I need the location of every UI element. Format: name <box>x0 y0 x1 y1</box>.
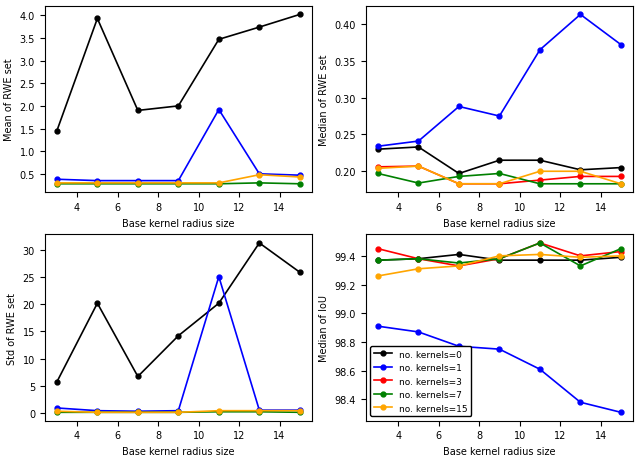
Line: no. kernels=1: no. kernels=1 <box>376 324 623 415</box>
Line: no. kernels=3: no. kernels=3 <box>376 241 623 269</box>
X-axis label: Base kernel radius size: Base kernel radius size <box>443 446 556 456</box>
X-axis label: Base kernel radius size: Base kernel radius size <box>122 218 235 228</box>
no. kernels=7 <box>374 258 382 263</box>
no. kernels=0 <box>577 258 584 263</box>
no. kernels=3 <box>374 246 382 252</box>
no. kernels=15 <box>577 255 584 261</box>
no. kernels=7 <box>617 246 625 252</box>
no. kernels=15 <box>495 254 503 259</box>
Line: no. kernels=15: no. kernels=15 <box>376 252 623 279</box>
no. kernels=1 <box>495 347 503 352</box>
no. kernels=3 <box>536 241 544 246</box>
no. kernels=3 <box>495 257 503 262</box>
no. kernels=0 <box>455 252 463 257</box>
no. kernels=0 <box>536 258 544 263</box>
no. kernels=1 <box>455 344 463 349</box>
no. kernels=1 <box>577 400 584 405</box>
Line: no. kernels=7: no. kernels=7 <box>376 241 623 269</box>
no. kernels=3 <box>617 249 625 255</box>
X-axis label: Base kernel radius size: Base kernel radius size <box>443 218 556 228</box>
no. kernels=3 <box>455 263 463 269</box>
no. kernels=1 <box>617 410 625 415</box>
no. kernels=0 <box>617 255 625 261</box>
no. kernels=1 <box>374 324 382 329</box>
X-axis label: Base kernel radius size: Base kernel radius size <box>122 446 235 456</box>
no. kernels=15 <box>415 266 422 272</box>
Legend: no. kernels=0, no. kernels=1, no. kernels=3, no. kernels=7, no. kernels=15: no. kernels=0, no. kernels=1, no. kernel… <box>371 346 472 416</box>
no. kernels=3 <box>577 254 584 259</box>
Line: no. kernels=0: no. kernels=0 <box>376 252 623 263</box>
no. kernels=7 <box>415 257 422 262</box>
no. kernels=3 <box>415 257 422 262</box>
Y-axis label: Median of IoU: Median of IoU <box>319 294 329 361</box>
no. kernels=1 <box>415 330 422 335</box>
no. kernels=0 <box>495 258 503 263</box>
no. kernels=0 <box>415 257 422 262</box>
no. kernels=1 <box>536 367 544 372</box>
no. kernels=15 <box>617 254 625 259</box>
Y-axis label: Median of RWE set: Median of RWE set <box>319 54 329 145</box>
Y-axis label: Mean of RWE set: Mean of RWE set <box>4 59 14 141</box>
no. kernels=7 <box>536 241 544 246</box>
Y-axis label: Std of RWE set: Std of RWE set <box>7 292 17 364</box>
no. kernels=15 <box>536 252 544 257</box>
no. kernels=15 <box>455 263 463 269</box>
no. kernels=7 <box>455 261 463 266</box>
no. kernels=7 <box>577 263 584 269</box>
no. kernels=0 <box>374 258 382 263</box>
no. kernels=15 <box>374 274 382 279</box>
no. kernels=7 <box>495 257 503 262</box>
